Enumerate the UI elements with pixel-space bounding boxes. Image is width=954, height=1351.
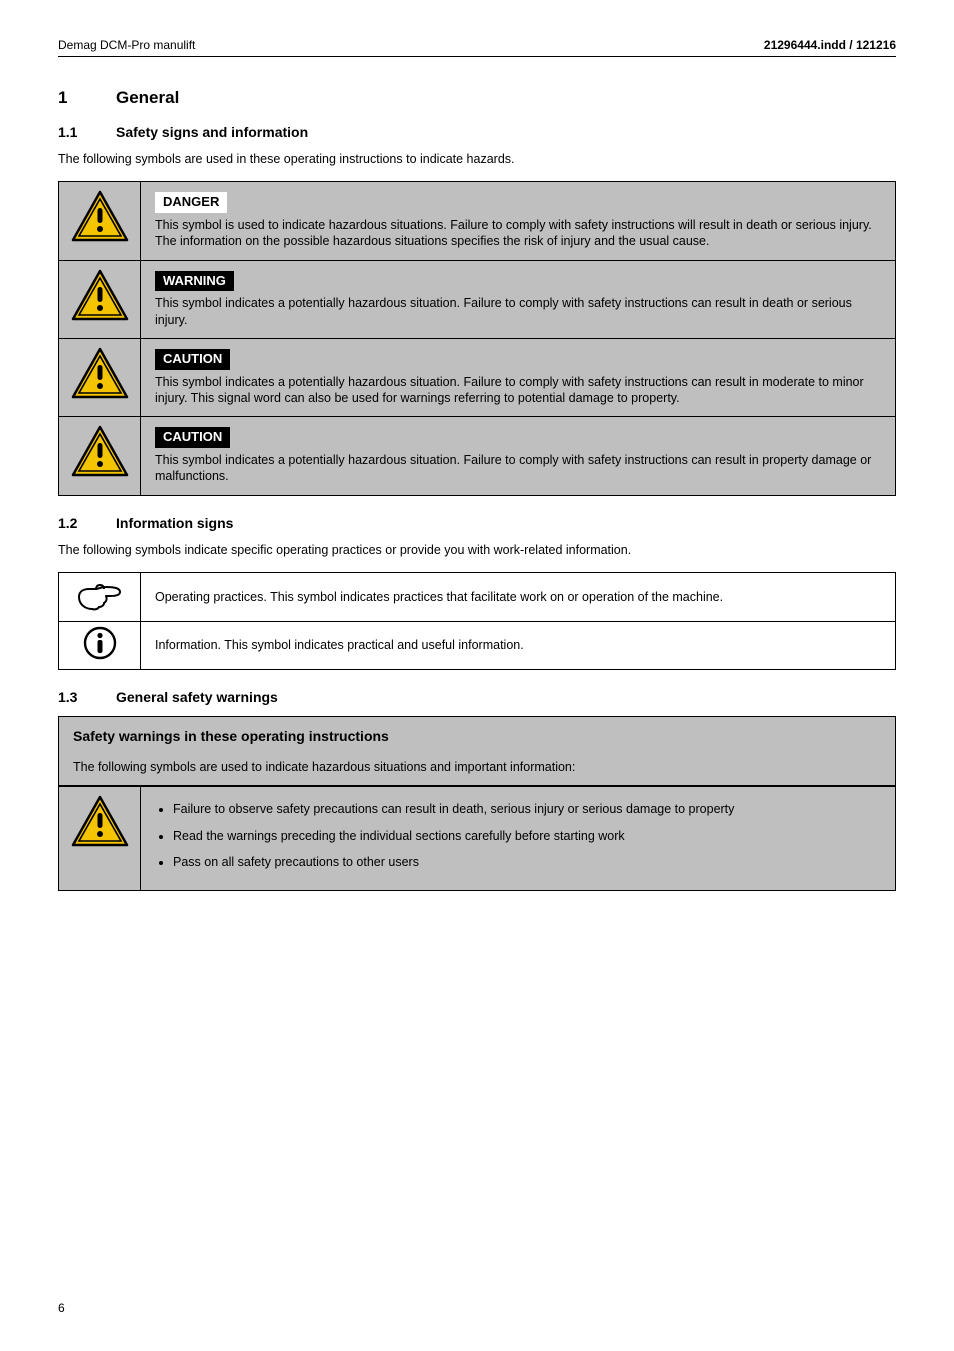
icon-cell: [59, 338, 141, 416]
gen-warn-subtext: The following symbols are used to indica…: [58, 755, 896, 786]
table-row: WARNING This symbol indicates a potentia…: [59, 260, 896, 338]
header-page-label: 21296444.indd / 121216: [764, 38, 896, 54]
safety-signs-table: DANGER This symbol is used to indicate h…: [58, 181, 896, 496]
section-1-1-title: Safety signs and information: [116, 123, 308, 141]
section-1-2: 1.2 Information signs: [58, 514, 896, 532]
section-1-num: 1: [58, 87, 116, 109]
section-1-3: 1.3 General safety warnings: [58, 688, 896, 706]
header-product: Demag DCM-Pro manulift: [58, 38, 195, 54]
bullets-cell: Failure to observe safety precautions ca…: [141, 787, 896, 891]
signal-cell: WARNING This symbol indicates a potentia…: [141, 260, 896, 338]
warning-triangle-icon: [71, 425, 129, 477]
bullet-item: Read the warnings preceding the individu…: [173, 828, 881, 844]
section-1-3-num: 1.3: [58, 688, 116, 706]
icon-cell: [59, 417, 141, 495]
signal-text: This symbol indicates a potentially haza…: [155, 453, 871, 483]
icon-cell: [59, 622, 141, 669]
icon-cell: [59, 182, 141, 260]
general-warnings-table: Failure to observe safety precautions ca…: [58, 786, 896, 891]
table-row: DANGER This symbol is used to indicate h…: [59, 182, 896, 260]
signal-text: This symbol is used to indicate hazardou…: [155, 218, 872, 248]
section-1-2-intro: The following symbols indicate specific …: [58, 542, 896, 558]
icon-cell: [59, 260, 141, 338]
warning-triangle-icon: [71, 795, 129, 847]
hand-point-icon: [76, 577, 124, 613]
signal-text: This symbol indicates a potentially haza…: [155, 375, 864, 405]
section-1-1-num: 1.1: [58, 123, 116, 141]
warning-triangle-icon: [71, 190, 129, 242]
bullet-item: Pass on all safety precautions to other …: [173, 854, 881, 870]
section-1-1-intro: The following symbols are used in these …: [58, 151, 896, 167]
page: Demag DCM-Pro manulift 21296444.indd / 1…: [0, 0, 954, 1351]
icon-cell: [59, 573, 141, 622]
gen-warn-header: Safety warnings in these operating instr…: [58, 716, 896, 755]
table-row: Failure to observe safety precautions ca…: [59, 787, 896, 891]
section-1: 1 General: [58, 87, 896, 109]
section-1-3-title: General safety warnings: [116, 688, 278, 706]
signal-word-danger: DANGER: [155, 192, 227, 213]
signal-word-warning: WARNING: [155, 271, 234, 292]
section-1-title: General: [116, 87, 179, 109]
signal-cell: CAUTION This symbol indicates a potentia…: [141, 417, 896, 495]
info-signs-table: Operating practices. This symbol indicat…: [58, 572, 896, 670]
table-row: CAUTION This symbol indicates a potentia…: [59, 338, 896, 416]
section-1-2-title: Information signs: [116, 514, 233, 532]
table-row: Information. This symbol indicates pract…: [59, 622, 896, 669]
signal-cell: CAUTION This symbol indicates a potentia…: [141, 338, 896, 416]
section-1-1: 1.1 Safety signs and information: [58, 123, 896, 141]
table-row: CAUTION This symbol indicates a potentia…: [59, 417, 896, 495]
icon-cell: [59, 787, 141, 891]
warning-triangle-icon: [71, 269, 129, 321]
signal-text: This symbol indicates a potentially haza…: [155, 296, 852, 326]
info-text-cell: Information. This symbol indicates pract…: [141, 622, 896, 669]
bullet-item: Failure to observe safety precautions ca…: [173, 801, 881, 817]
signal-cell: DANGER This symbol is used to indicate h…: [141, 182, 896, 260]
page-number: 6: [58, 1301, 65, 1317]
info-text-cell: Operating practices. This symbol indicat…: [141, 573, 896, 622]
info-circle-icon: [83, 626, 117, 660]
warning-bullets: Failure to observe safety precautions ca…: [155, 801, 881, 870]
header-bar: Demag DCM-Pro manulift 21296444.indd / 1…: [58, 38, 896, 57]
section-1-2-num: 1.2: [58, 514, 116, 532]
signal-word-caution: CAUTION: [155, 427, 230, 448]
signal-word-caution: CAUTION: [155, 349, 230, 370]
table-row: Operating practices. This symbol indicat…: [59, 573, 896, 622]
warning-triangle-icon: [71, 347, 129, 399]
